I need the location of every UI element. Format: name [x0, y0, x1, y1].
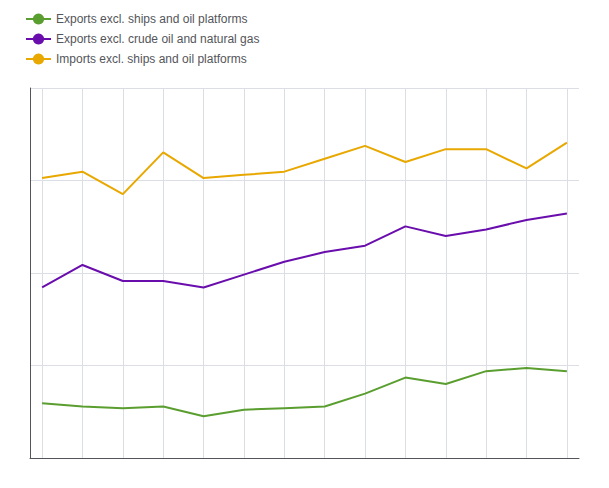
svg-text:Exports excl. ships and oil pl: Exports excl. ships and oil platforms [56, 12, 247, 26]
svg-text:Exports excl. crude oil and na: Exports excl. crude oil and natural gas [56, 32, 259, 46]
svg-text:Imports excl. ships and oil pl: Imports excl. ships and oil platforms [56, 52, 247, 66]
